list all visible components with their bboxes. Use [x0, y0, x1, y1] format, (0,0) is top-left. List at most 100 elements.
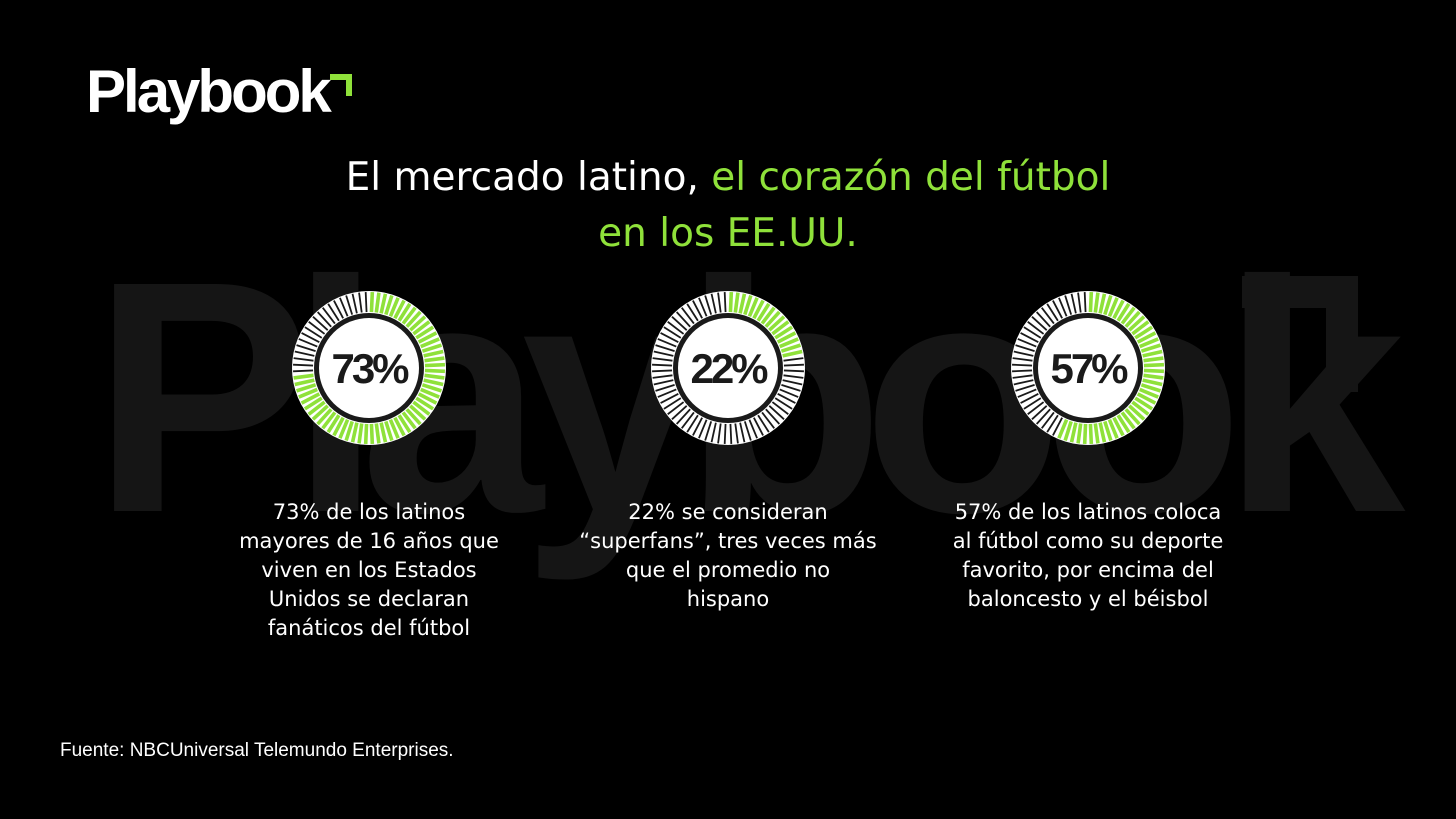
stat-description-line: hispano: [686, 587, 770, 611]
ring-segment-filled: [771, 320, 790, 336]
ring-segment-filled: [747, 297, 759, 317]
ring-center: [319, 318, 419, 418]
ring-segment-empty: [723, 292, 727, 313]
ring-segment-empty: [774, 397, 793, 410]
ring-segment-empty: [339, 297, 349, 317]
ring-segment-filled: [779, 337, 799, 349]
ring-segment-empty: [686, 303, 699, 322]
ring-segment-filled: [1131, 320, 1150, 336]
ring-segment-empty: [312, 315, 329, 331]
ring-segment-filled: [409, 404, 427, 421]
ring-segment-empty: [345, 295, 354, 315]
ring-segment-empty: [655, 383, 675, 392]
ring-segment-filled: [321, 411, 337, 430]
ring-segment-empty: [692, 300, 703, 319]
ring-segment-filled: [743, 294, 753, 316]
ring-segment-empty: [704, 421, 713, 441]
ring-segment-empty: [304, 326, 323, 339]
ring-segment-filled: [405, 408, 422, 426]
ring-segment-filled: [1139, 387, 1159, 399]
ring-segment-filled: [294, 378, 315, 387]
ring-segment-empty: [739, 422, 746, 443]
ring-segment-filled: [1076, 423, 1083, 444]
ring-segment-filled: [733, 292, 740, 313]
ring-segment-empty: [765, 408, 781, 425]
stat-description-line: al fútbol como su deporte: [952, 529, 1224, 553]
ring-segment-empty: [717, 423, 722, 444]
percent-value: 22%: [690, 345, 768, 392]
ring-segment-empty: [1015, 383, 1035, 392]
ring-segment-filled: [384, 294, 394, 316]
stat-description-line: 57% de los latinos coloca: [954, 500, 1222, 524]
ring-segment-empty: [710, 422, 717, 443]
ring-segment-empty: [667, 321, 685, 335]
stat-description: 73% de los latinos mayores de 16 años qu…: [199, 498, 539, 643]
ring-segment-filled: [424, 356, 445, 363]
ring-segment-empty: [1052, 417, 1063, 436]
ring-segment-empty: [1035, 311, 1051, 328]
ring-segment-empty: [1031, 315, 1048, 331]
ring-segment-empty: [333, 300, 344, 319]
ring-segment-filled: [417, 331, 438, 344]
ring-segment-filled: [1128, 315, 1146, 332]
playbook-logo: Playbook: [86, 62, 352, 122]
ring-segment-filled: [738, 293, 747, 314]
ring-segment-filled: [311, 404, 329, 421]
ring-segment-empty: [783, 369, 804, 373]
ring-segment-empty: [1027, 401, 1045, 415]
ring-segment-filled: [1112, 299, 1125, 320]
ring-segment-empty: [781, 383, 801, 392]
ring-segment-filled: [1069, 422, 1078, 443]
ring-segment-filled: [332, 416, 345, 437]
ring-segment-filled: [1098, 293, 1107, 314]
ring-segment-filled: [1140, 343, 1162, 353]
ring-segment-filled: [350, 422, 359, 443]
ring-segment-filled: [417, 392, 438, 405]
ring-segment-filled: [1093, 423, 1100, 444]
ring-segment-empty: [671, 315, 688, 331]
ring-segment-filled: [1107, 297, 1119, 317]
ring-segment-filled: [420, 387, 440, 399]
ring-segment-filled: [1142, 378, 1163, 387]
ring-segment-filled: [374, 292, 381, 313]
ring-segment-empty: [1046, 414, 1059, 433]
stat-description-line: “superfans”, tres veces más: [579, 529, 877, 553]
watermark-arrow-icon: [1242, 276, 1358, 392]
ring-center: [678, 318, 778, 418]
ring-segment-filled: [1120, 306, 1136, 325]
ring-segment-empty: [667, 401, 685, 415]
ring-segment-filled: [1093, 292, 1100, 313]
ring-segment-filled: [295, 383, 317, 393]
ring-segment-filled: [1131, 400, 1150, 416]
headline-green: el corazón del fútbol: [711, 155, 1111, 200]
ring-segment-empty: [675, 311, 691, 328]
ring-segment-filled: [397, 414, 412, 434]
ring-segment-filled: [1139, 337, 1159, 349]
ring-segment-empty: [1017, 338, 1037, 348]
ring-segment-empty: [655, 344, 675, 353]
ring-segment-filled: [768, 315, 786, 332]
ring-segment-empty: [1012, 363, 1033, 367]
ring-segment-filled: [1143, 356, 1164, 363]
ring-segment-empty: [675, 408, 691, 425]
ring-segment-empty: [1035, 408, 1051, 425]
ring-segment-empty: [660, 332, 679, 343]
ring-segment-empty: [1027, 321, 1045, 335]
ring-segment-filled: [415, 396, 435, 411]
ring-segment-filled: [782, 349, 803, 358]
ring-segment-empty: [681, 307, 695, 325]
ring-segment-filled: [424, 368, 446, 374]
stat-description-line: fanáticos del fútbol: [267, 616, 471, 640]
ring-segment-empty: [717, 292, 722, 313]
percent-ring: 57%: [1011, 291, 1165, 445]
ring-segment-filled: [424, 362, 446, 368]
ring-segment-empty: [1012, 369, 1033, 373]
stat-description: 22% se consideran “superfans”, tres vece…: [558, 498, 898, 614]
ring-segment-filled: [369, 291, 375, 313]
ring-segment-empty: [322, 307, 336, 325]
ring-segment-empty: [1013, 379, 1034, 386]
ring-segment-filled: [1098, 422, 1107, 443]
ring-segment-filled: [423, 378, 444, 387]
ring-segment-empty: [1083, 292, 1087, 313]
ring-segment-filled: [1088, 423, 1094, 445]
